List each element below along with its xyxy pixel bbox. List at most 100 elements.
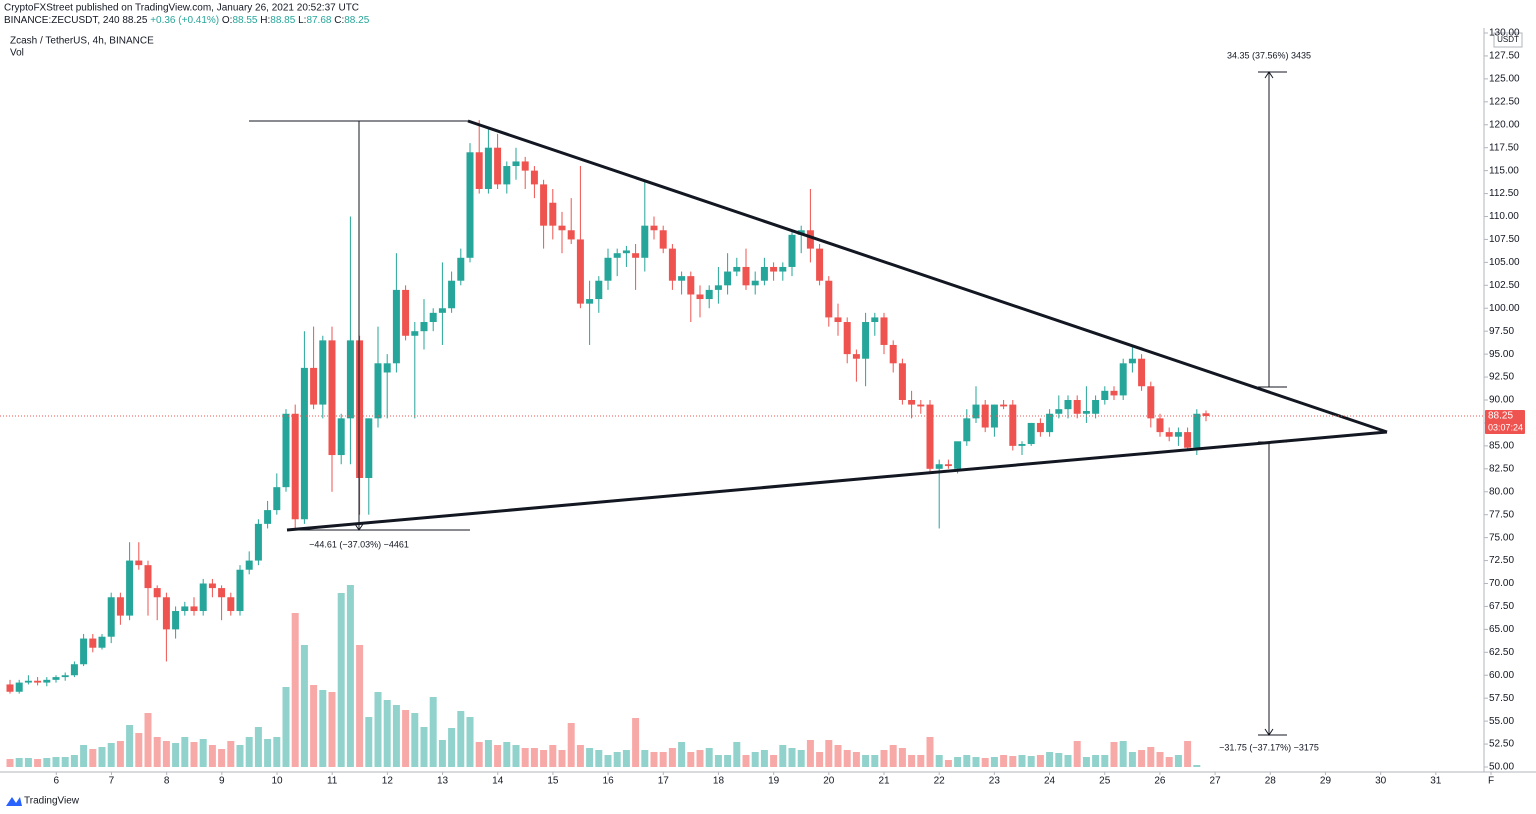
volume-bar bbox=[595, 750, 603, 767]
x-tick-label: 13 bbox=[437, 776, 449, 787]
candle-body bbox=[880, 317, 888, 345]
volume-bar bbox=[383, 700, 391, 767]
candle-body bbox=[825, 280, 833, 318]
volume-bar bbox=[963, 755, 971, 767]
volume-bar bbox=[1027, 756, 1035, 767]
ohlc-value: 88.55 bbox=[232, 15, 257, 26]
candle-body bbox=[567, 230, 575, 240]
volume-bar bbox=[208, 745, 216, 767]
candle-body bbox=[926, 404, 934, 469]
candle-body bbox=[264, 510, 272, 524]
candle-body bbox=[834, 317, 842, 323]
candle-body bbox=[190, 606, 198, 612]
volume-bar bbox=[990, 757, 998, 767]
y-tick-label: 62.50 bbox=[1489, 647, 1514, 658]
volume-bar bbox=[760, 750, 768, 767]
y-tick-label: 122.50 bbox=[1489, 96, 1520, 107]
candle-body bbox=[788, 234, 796, 267]
candle-body bbox=[696, 294, 704, 300]
drawings bbox=[249, 71, 1388, 736]
currency: USDT bbox=[1497, 35, 1519, 44]
y-tick-label: 90.00 bbox=[1489, 395, 1514, 406]
volume-bar bbox=[98, 747, 106, 767]
volume-bar bbox=[89, 749, 97, 767]
candle-body bbox=[61, 675, 69, 678]
measure-arrow bbox=[354, 523, 364, 531]
candle-body bbox=[89, 638, 97, 648]
volume-bar bbox=[107, 743, 115, 767]
candle-body bbox=[144, 565, 152, 589]
volume-bar bbox=[714, 755, 722, 767]
y-tick-label: 100.00 bbox=[1489, 303, 1520, 314]
volume-bar bbox=[218, 749, 226, 767]
volume-bar bbox=[1147, 747, 1155, 767]
candle-body bbox=[668, 248, 676, 281]
candle-body bbox=[613, 253, 621, 258]
x-tick-label: 14 bbox=[492, 776, 504, 787]
volume-bar bbox=[1082, 757, 1090, 767]
volume-bar bbox=[898, 748, 906, 767]
candle-body bbox=[135, 560, 143, 566]
x-tick-label: 30 bbox=[1375, 776, 1387, 787]
candle-body bbox=[411, 331, 419, 336]
volume-bar bbox=[153, 737, 161, 767]
ohlc-label: L: bbox=[298, 15, 306, 26]
y-tick-label: 117.50 bbox=[1489, 142, 1519, 153]
y-tick-label: 125.00 bbox=[1489, 74, 1520, 85]
candle-body bbox=[714, 285, 722, 290]
volume-bar bbox=[392, 705, 400, 767]
volume-bar bbox=[1156, 752, 1164, 767]
x-tick-label: 25 bbox=[1099, 776, 1111, 787]
candle-body bbox=[448, 280, 456, 309]
volume-bar bbox=[181, 737, 189, 767]
volume-bar bbox=[751, 752, 759, 767]
annotation: 34.35 (37.56%) 3435 bbox=[1227, 50, 1311, 60]
candle-body bbox=[116, 597, 124, 616]
volume-bar bbox=[337, 593, 345, 767]
candle-body bbox=[944, 464, 952, 467]
countdown: 03:07:24 bbox=[1488, 422, 1523, 432]
candle-body bbox=[990, 404, 998, 428]
candle-body bbox=[328, 340, 336, 456]
volume-bar bbox=[245, 737, 253, 767]
candle-body bbox=[1202, 413, 1210, 417]
currency-box bbox=[1493, 32, 1523, 48]
ohlc-value: 88.85 bbox=[270, 15, 295, 26]
candle-body bbox=[34, 680, 42, 683]
candle-body bbox=[282, 413, 290, 488]
y-tick-label: 115.00 bbox=[1489, 165, 1519, 176]
candle-body bbox=[70, 664, 78, 676]
y-tick-label: 67.50 bbox=[1489, 601, 1514, 612]
volume-bar bbox=[944, 760, 952, 767]
candle-body bbox=[595, 280, 603, 300]
candle-body bbox=[678, 276, 686, 281]
volume-bar bbox=[797, 750, 805, 767]
candle-body bbox=[1101, 390, 1109, 400]
candle-body bbox=[181, 606, 189, 612]
volume-label: Vol bbox=[10, 48, 24, 59]
volume-bar bbox=[1128, 752, 1136, 767]
x-tick-label: 23 bbox=[989, 776, 1001, 787]
candle-body bbox=[512, 161, 520, 167]
symbol-line: BINANCE:ZECUSDT, 240 88.25 +0.36 (+0.41%… bbox=[4, 15, 370, 26]
publisher-line: CryptoFXStreet published on TradingView.… bbox=[4, 3, 359, 14]
volume-bar bbox=[1009, 756, 1017, 767]
volume-bar bbox=[365, 717, 373, 767]
ohlc-value: 88.25 bbox=[344, 15, 369, 26]
x-tick-label: 20 bbox=[823, 776, 835, 787]
volume-bar bbox=[862, 755, 870, 767]
y-tick-label: 110.00 bbox=[1489, 211, 1519, 222]
candle-body bbox=[1128, 358, 1136, 364]
x-tick-label: 26 bbox=[1154, 776, 1166, 787]
volume-bar bbox=[70, 755, 78, 767]
candle-body bbox=[420, 322, 428, 332]
volume-bar bbox=[576, 745, 584, 767]
candle-body bbox=[337, 418, 345, 456]
volume-bar bbox=[530, 748, 538, 767]
volume-bar bbox=[724, 755, 732, 767]
x-tick-label: 19 bbox=[768, 776, 780, 787]
candle-body bbox=[751, 280, 759, 286]
volume-bar bbox=[126, 725, 134, 767]
candle-body bbox=[1064, 400, 1072, 410]
